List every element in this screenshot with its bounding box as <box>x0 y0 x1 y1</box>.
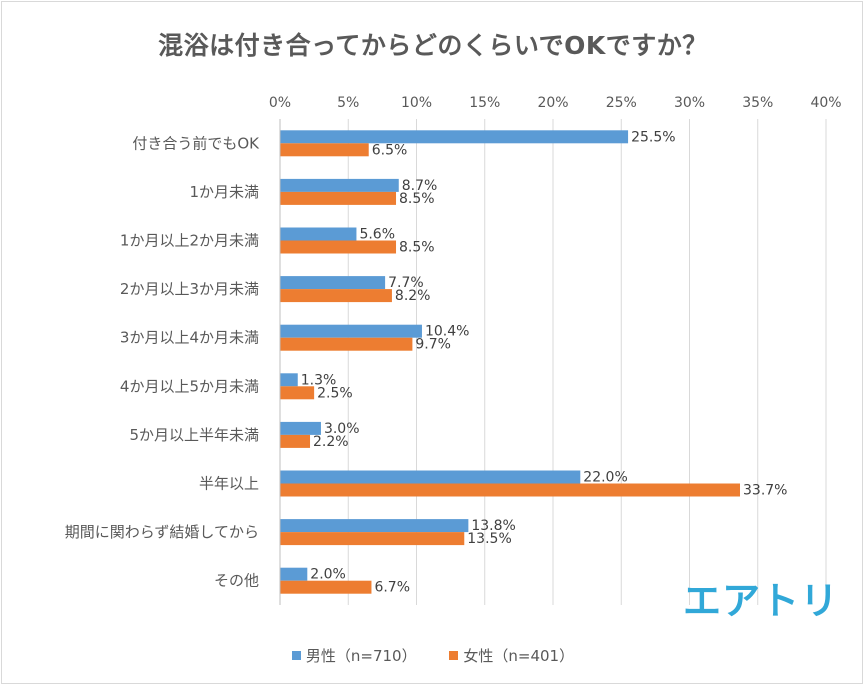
category-label: その他 <box>214 572 259 590</box>
data-label-male: 25.5% <box>631 129 675 145</box>
bar-male <box>280 324 422 338</box>
legend-swatch-male <box>291 651 301 660</box>
data-label-female: 13.5% <box>467 531 511 547</box>
category-label: 5か月以上半年未満 <box>129 426 259 444</box>
data-label-male: 1.3% <box>301 372 337 388</box>
bar-male <box>280 567 308 581</box>
category-label: 付き合う前でもOK <box>132 134 260 152</box>
bar-female <box>280 337 413 351</box>
data-label-female: 2.5% <box>317 385 353 401</box>
bar-male <box>280 178 399 192</box>
x-tick-label: 15% <box>469 95 500 111</box>
legend-label-female: 女性（n=401） <box>463 647 575 665</box>
data-label-male: 8.7% <box>402 178 438 194</box>
legend-swatch-female <box>449 651 459 660</box>
category-label: 期間に関わらず結婚してから <box>65 523 259 541</box>
x-tick-label: 10% <box>401 95 432 111</box>
bar-male <box>280 130 629 144</box>
category-label: 1か月未満 <box>189 183 259 201</box>
bar-male <box>280 519 469 533</box>
data-label-male: 5.6% <box>359 227 395 243</box>
bar-male <box>280 470 581 484</box>
x-tick-label: 30% <box>674 95 705 111</box>
data-label-female: 6.5% <box>372 142 408 158</box>
data-label-male: 13.8% <box>471 518 515 534</box>
data-label-female: 8.5% <box>399 191 435 207</box>
category-label: 3か月以上4か月未満 <box>120 329 259 347</box>
data-label-male: 2.0% <box>310 567 346 583</box>
data-label-male: 22.0% <box>583 470 627 486</box>
bar-female <box>280 289 392 303</box>
bar-female <box>280 143 369 157</box>
bar-male <box>280 421 321 435</box>
chart-title: 混浴は付き合ってからどのくらいでOKですか？ <box>158 31 708 60</box>
bar-female <box>280 580 372 594</box>
bar-female <box>280 532 465 546</box>
x-tick-label: 25% <box>606 95 637 111</box>
category-label: 2か月以上3か月未満 <box>120 280 259 298</box>
data-label-male: 3.0% <box>324 421 360 437</box>
bar-female <box>280 240 397 254</box>
x-tick-label: 35% <box>742 95 773 111</box>
airtrip-logo: エアトリ <box>683 579 840 623</box>
data-label-female: 8.2% <box>395 288 431 304</box>
bar-male <box>280 276 386 290</box>
data-label-male: 7.7% <box>388 275 424 291</box>
bar-male <box>280 227 357 241</box>
category-label: 1か月以上2か月未満 <box>120 232 259 250</box>
x-tick-label: 20% <box>537 95 568 111</box>
bar-male <box>280 373 298 387</box>
bar-female <box>280 483 741 497</box>
bar-female <box>280 434 311 448</box>
data-label-female: 33.7% <box>743 483 787 499</box>
category-label: 半年以上 <box>199 475 259 493</box>
legend-item-female: 女性（n=401） <box>449 645 574 666</box>
data-label-female: 2.2% <box>313 434 349 450</box>
legend: 男性（n=710） 女性（n=401） <box>0 645 866 666</box>
x-tick-label: 40% <box>810 95 841 111</box>
bar-female <box>280 386 315 400</box>
data-label-female: 8.5% <box>399 240 435 256</box>
data-label-female: 6.7% <box>374 580 410 596</box>
x-tick-label: 5% <box>337 95 359 111</box>
legend-label-male: 男性（n=710） <box>305 647 417 665</box>
x-tick-label: 0% <box>269 95 291 111</box>
bar-female <box>280 191 397 205</box>
data-label-female: 9.7% <box>415 337 451 353</box>
category-label: 4か月以上5か月未満 <box>120 377 259 395</box>
data-label-male: 10.4% <box>425 324 469 340</box>
legend-item-male: 男性（n=710） <box>291 645 417 666</box>
